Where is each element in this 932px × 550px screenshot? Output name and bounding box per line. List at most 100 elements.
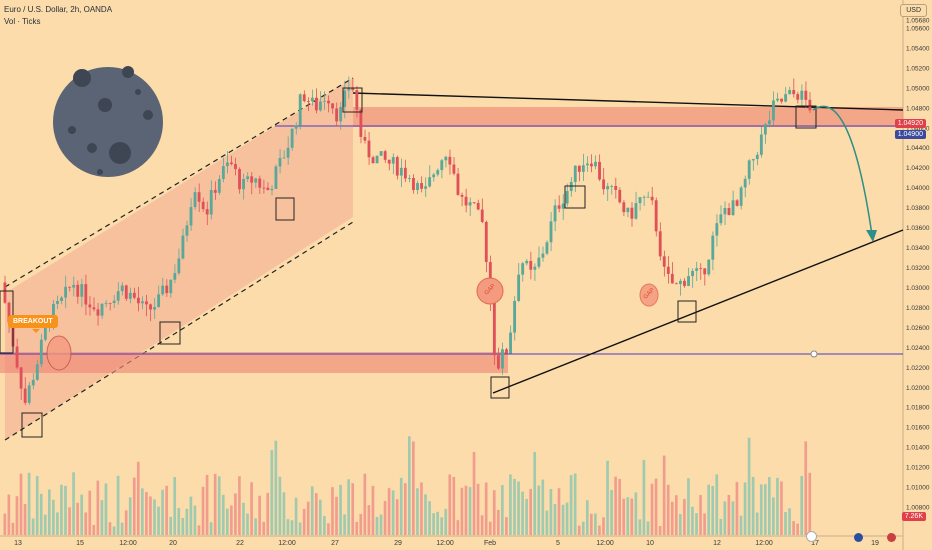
volume-bar	[674, 495, 678, 535]
volume-bar	[399, 477, 403, 535]
volume-indicator-label[interactable]: Vol · Ticks	[4, 17, 41, 26]
channel-upper-line[interactable]	[4, 77, 354, 288]
symbol-title[interactable]: Euro / U.S. Dollar, 2h, OANDA	[4, 5, 113, 14]
volume-bar	[436, 511, 439, 535]
volume-bar	[391, 490, 395, 535]
candle-body	[197, 192, 201, 202]
y-tick-label: 1.05600	[906, 25, 930, 32]
candle-body	[246, 176, 250, 180]
volume-bar	[602, 517, 605, 535]
volume-bar	[7, 494, 11, 535]
x-tick-label: Feb	[484, 540, 496, 547]
volume-bar	[27, 472, 31, 535]
candle-body	[108, 302, 112, 304]
volume-bar	[213, 473, 217, 535]
projection-arrow[interactable]	[812, 105, 873, 236]
candle-body	[606, 186, 610, 190]
volume-bar	[185, 508, 189, 535]
volume-bar	[699, 495, 702, 535]
candle-body	[792, 90, 796, 95]
box-channel-top	[342, 87, 363, 113]
volume-bar	[464, 485, 468, 535]
volume-bar	[424, 494, 427, 535]
level-handle[interactable]	[810, 350, 818, 358]
resistance-zone[interactable]	[353, 107, 903, 127]
candle-body	[768, 120, 771, 125]
breakout-label: BREAKOUT	[8, 315, 58, 333]
volume-bar	[124, 510, 128, 535]
volume-bar	[468, 487, 472, 535]
volume-bar	[776, 477, 779, 535]
candle-body	[68, 286, 72, 288]
volume-bar	[788, 508, 791, 535]
candle-body	[541, 253, 545, 258]
eu-flag-icon[interactable]	[854, 533, 863, 542]
volume-bar	[387, 488, 391, 535]
volume-bar	[136, 461, 140, 535]
rising-support-trendline[interactable]	[492, 229, 904, 394]
volume-bar	[715, 474, 719, 535]
volume-bar	[772, 497, 775, 535]
x-tick-label: 29	[394, 540, 402, 547]
volume-bar	[521, 491, 524, 535]
channel-lower-line[interactable]	[4, 221, 354, 441]
candle-body	[670, 273, 674, 284]
volume-bar	[569, 475, 573, 535]
upper-trendline[interactable]	[352, 92, 904, 111]
candle-body	[590, 163, 593, 167]
candle-body	[294, 125, 298, 129]
volume-bar	[290, 520, 294, 535]
volume-bar	[808, 472, 812, 535]
candle-body	[436, 170, 440, 175]
volume-bar	[727, 494, 731, 535]
candle-body	[23, 388, 27, 403]
x-tick-label: 12:00	[436, 540, 454, 547]
candle-body	[258, 178, 262, 188]
x-tick-label: 5	[556, 540, 560, 547]
volume-bar	[751, 476, 755, 535]
x-tick-label: 12	[713, 540, 721, 547]
volume-bar	[695, 513, 698, 535]
highlight-boxes	[0, 87, 817, 438]
candle-body	[302, 94, 306, 102]
candle-body	[618, 189, 622, 203]
candle-body	[43, 326, 47, 340]
support-zone[interactable]	[0, 352, 508, 373]
volume-bar	[590, 513, 593, 535]
candle-body	[169, 279, 173, 294]
volume-bar	[792, 521, 795, 535]
x-tick-label: 27	[331, 540, 339, 547]
candle-body	[181, 235, 185, 259]
volume-bar	[76, 502, 79, 535]
candle-body	[565, 191, 569, 204]
candle-body	[751, 159, 755, 161]
volume-bar	[217, 476, 221, 535]
y-tick-label: 1.04200	[906, 165, 930, 172]
currency-button[interactable]: USD	[900, 4, 927, 17]
candle-body	[638, 197, 642, 204]
volume-bar	[209, 522, 213, 535]
box-higher-low	[677, 300, 697, 323]
volume-bar	[703, 513, 706, 535]
candle-body	[654, 200, 658, 232]
candle-body	[124, 285, 128, 299]
candle-body	[674, 283, 678, 285]
candle-body	[622, 202, 626, 213]
y-tick-label: 1.02000	[906, 385, 930, 392]
volume-bar	[339, 484, 342, 535]
lightning-icon[interactable]	[806, 531, 817, 542]
volume-bar	[331, 487, 334, 535]
us-flag-icon[interactable]	[887, 533, 896, 542]
gap-circle	[476, 277, 504, 305]
candle-body	[153, 307, 157, 310]
candle-body	[238, 169, 241, 190]
volume-bar	[11, 522, 15, 535]
candle-body	[662, 256, 666, 267]
box-channel-touch-1	[159, 321, 181, 345]
candle-body	[509, 332, 512, 354]
volume-bar	[375, 516, 379, 535]
candle-body	[331, 103, 334, 109]
candle-body	[424, 186, 428, 189]
volume-bar	[149, 496, 152, 535]
